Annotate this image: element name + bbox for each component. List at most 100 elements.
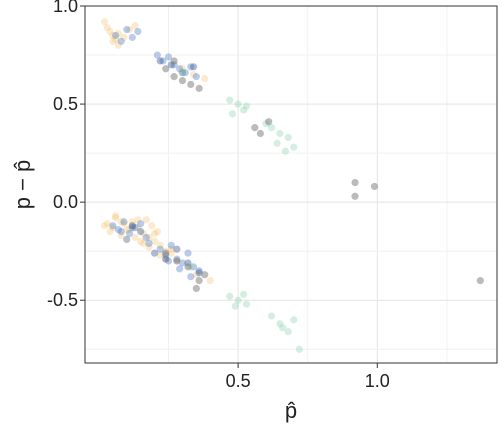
data-point	[240, 290, 248, 298]
data-point	[178, 76, 187, 85]
data-point	[187, 273, 195, 281]
data-point	[109, 37, 117, 45]
data-point	[156, 251, 164, 259]
data-point	[123, 235, 131, 244]
data-point	[195, 267, 203, 275]
data-point	[162, 255, 170, 263]
data-point	[117, 218, 125, 226]
data-point	[267, 312, 276, 320]
data-point	[242, 102, 251, 110]
data-point	[256, 129, 264, 138]
x-tick-label: 0.5	[226, 371, 251, 391]
data-point	[103, 220, 111, 228]
data-point	[125, 229, 134, 238]
y-tick-label: 0.5	[53, 94, 78, 114]
data-point	[228, 110, 237, 118]
data-points	[100, 18, 484, 353]
data-point	[284, 328, 292, 336]
data-point	[192, 284, 200, 293]
data-point	[131, 233, 139, 242]
data-point	[170, 57, 178, 65]
y-axis-ticks: -0.5 0.0 0.5 1.0	[47, 0, 85, 310]
data-point	[100, 222, 109, 230]
data-point	[109, 224, 117, 232]
data-point	[226, 96, 234, 104]
data-point	[295, 345, 303, 353]
data-point	[159, 57, 167, 65]
data-point	[167, 245, 175, 253]
data-point	[128, 222, 136, 230]
data-point	[170, 73, 178, 81]
data-point	[290, 316, 298, 324]
data-point	[178, 69, 187, 77]
data-point	[139, 229, 148, 238]
data-point	[156, 57, 164, 65]
data-point	[150, 229, 159, 238]
data-point	[120, 220, 128, 228]
data-point	[226, 292, 234, 300]
data-point	[192, 271, 200, 279]
data-point	[134, 27, 142, 36]
data-point	[123, 226, 131, 234]
data-point	[176, 65, 184, 73]
data-point	[276, 129, 284, 138]
data-point	[114, 29, 123, 38]
data-point	[153, 51, 161, 59]
data-point	[137, 227, 145, 236]
data-point	[100, 18, 109, 26]
data-point	[189, 263, 198, 271]
data-point	[156, 245, 164, 253]
data-point	[120, 33, 128, 41]
data-point	[178, 69, 187, 77]
data-point	[192, 73, 200, 81]
data-point	[128, 33, 136, 41]
data-point	[103, 23, 111, 32]
data-point	[112, 35, 120, 43]
data-point	[153, 227, 161, 236]
data-point	[156, 241, 164, 249]
data-point	[265, 118, 273, 126]
data-point	[120, 218, 128, 226]
data-point	[231, 302, 239, 310]
data-point	[117, 227, 125, 236]
data-point	[117, 37, 125, 45]
data-point	[109, 31, 117, 40]
data-point	[142, 233, 150, 242]
data-point	[164, 53, 173, 61]
y-tick-label: 0.0	[53, 192, 78, 212]
grid	[85, 5, 497, 363]
plot-frame	[84, 5, 498, 364]
data-point	[112, 214, 120, 222]
data-point	[187, 80, 195, 89]
data-point	[234, 100, 242, 108]
data-point	[240, 106, 248, 114]
data-point	[125, 226, 134, 234]
data-point	[187, 63, 195, 71]
data-point	[267, 124, 276, 132]
data-point	[173, 245, 181, 253]
data-point	[164, 257, 173, 265]
data-point	[184, 249, 192, 257]
data-point	[128, 222, 136, 230]
data-point	[162, 255, 170, 263]
data-point	[351, 178, 359, 187]
data-point	[189, 71, 198, 79]
data-point	[148, 222, 156, 230]
data-point	[139, 239, 148, 247]
data-point	[284, 133, 292, 142]
y-tick-label: 1.0	[53, 0, 78, 16]
data-point	[370, 182, 379, 191]
data-point	[109, 222, 117, 230]
data-point	[476, 277, 484, 285]
data-point	[178, 65, 187, 73]
data-point	[145, 233, 153, 242]
x-axis-ticks: 0.5 1.0	[226, 363, 390, 391]
data-point	[181, 69, 189, 77]
data-point	[106, 27, 114, 36]
data-point	[251, 124, 259, 132]
data-point	[234, 296, 242, 304]
data-point	[351, 192, 359, 200]
data-point	[242, 300, 251, 308]
data-point	[281, 147, 290, 155]
